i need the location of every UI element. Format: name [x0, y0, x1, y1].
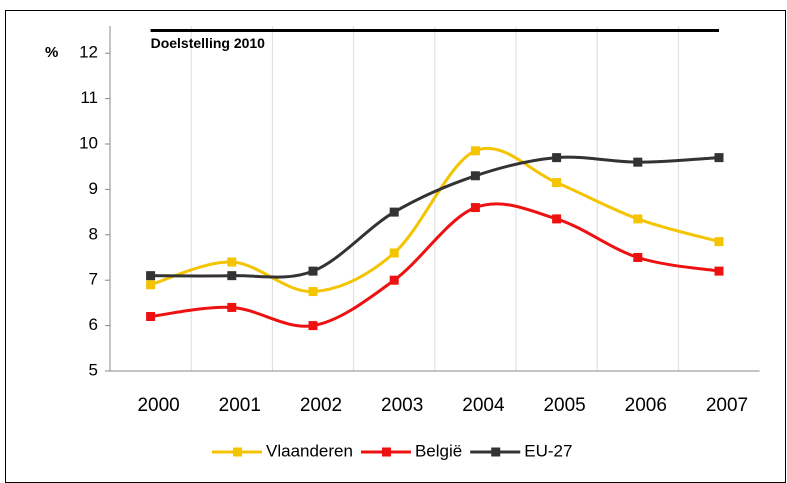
marker — [146, 280, 156, 290]
y-tick-label: 6 — [89, 315, 98, 334]
marker — [633, 253, 643, 262]
x-tick-label: 2005 — [543, 395, 585, 416]
marker — [552, 178, 562, 188]
x-tick-label: 2000 — [137, 395, 179, 416]
legend-label: België — [415, 441, 462, 460]
x-tick-label: 2001 — [219, 395, 261, 416]
marker — [633, 214, 643, 224]
series-line — [150, 146, 720, 294]
x-tick-label: 2007 — [706, 395, 748, 416]
marker — [389, 248, 399, 258]
y-tick-label: 8 — [89, 224, 98, 243]
marker — [714, 237, 724, 247]
marker — [227, 257, 237, 267]
y-tick-label: 11 — [80, 88, 98, 107]
marker — [470, 171, 480, 181]
marker — [552, 153, 562, 163]
y-tick-label: 7 — [89, 270, 98, 289]
y-axis-label: % — [45, 44, 58, 61]
marker — [308, 266, 318, 276]
marker — [552, 214, 562, 224]
y-tick-label: 12 — [79, 43, 98, 62]
marker — [146, 312, 156, 322]
x-tick-label: 2004 — [462, 395, 505, 416]
x-tick-label: 2002 — [300, 395, 342, 416]
x-tick-label: 2003 — [381, 395, 423, 416]
y-tick-label: 10 — [79, 133, 98, 152]
marker — [633, 157, 643, 167]
legend-label: EU-27 — [524, 441, 572, 460]
marker — [308, 287, 318, 297]
marker — [714, 266, 724, 276]
marker — [470, 203, 480, 213]
y-tick-label: 5 — [89, 360, 98, 379]
legend-marker — [381, 447, 391, 457]
marker — [389, 207, 399, 217]
legend-marker — [233, 447, 242, 457]
marker — [308, 321, 318, 331]
legend-marker — [491, 447, 501, 457]
marker — [227, 271, 237, 281]
series-line — [150, 155, 720, 279]
series-line — [150, 202, 720, 328]
y-tick-label: 9 — [89, 179, 98, 198]
marker — [389, 275, 399, 285]
marker — [146, 271, 156, 281]
marker — [714, 153, 724, 163]
target-label: Doelstelling 2010 — [151, 35, 266, 51]
x-tick-label: 2006 — [625, 395, 667, 416]
marker — [227, 302, 237, 312]
marker — [470, 146, 480, 156]
legend-label: Vlaanderen — [266, 441, 353, 460]
